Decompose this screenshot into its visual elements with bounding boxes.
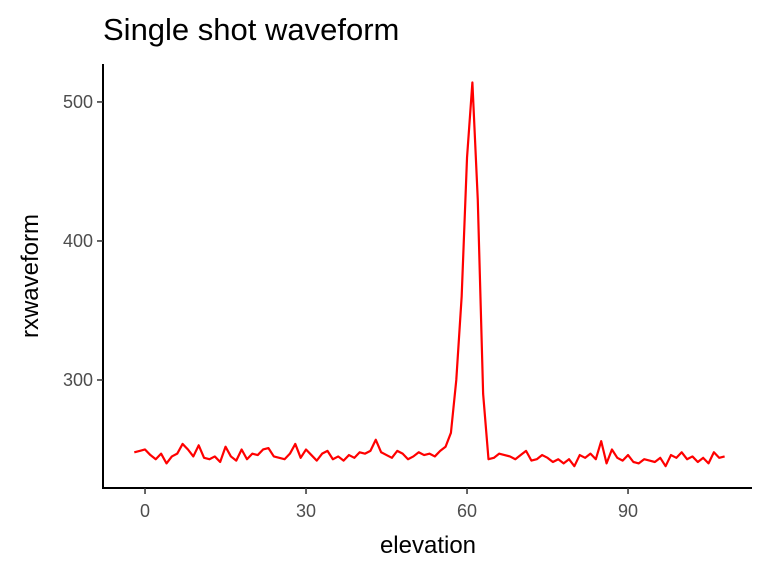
x-tick-label: 0	[140, 501, 150, 521]
x-tick-label: 30	[296, 501, 316, 521]
y-tick-label: 500	[63, 92, 93, 112]
y-tick-label: 400	[63, 231, 93, 251]
x-axis-title: elevation	[380, 532, 476, 559]
chart-title: Single shot waveform	[103, 12, 399, 47]
y-tick-label: 300	[63, 370, 93, 390]
line	[134, 81, 725, 468]
x-tick-label: 60	[457, 501, 477, 521]
x-tick-label: 90	[618, 501, 638, 521]
y-axis-title: rxwaveform	[17, 214, 44, 338]
